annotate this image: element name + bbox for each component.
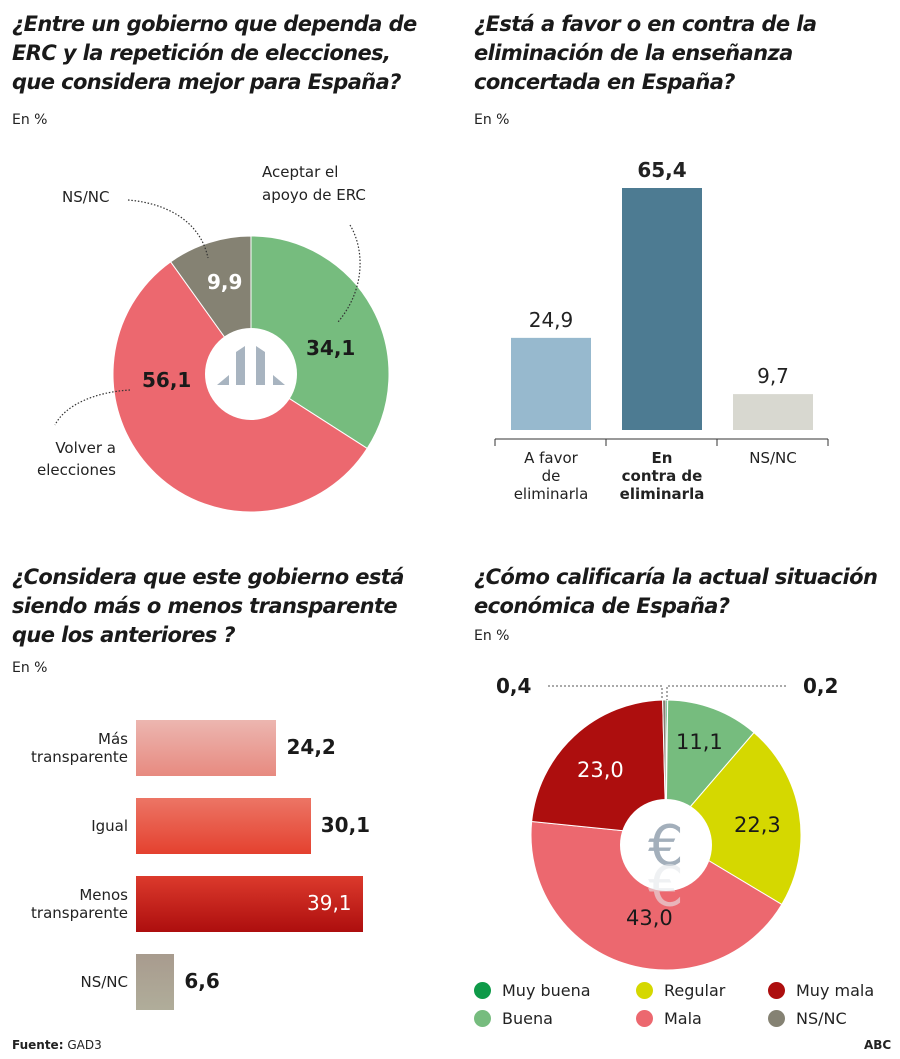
legend-item-muy-mala: Muy mala (768, 981, 874, 1000)
bar-label-line: contra de (621, 467, 703, 485)
bar-chart-bars (511, 188, 813, 430)
legend-label: Muy mala (796, 981, 875, 1000)
chart3-title: ¿Considera que este gobierno está siendo… (12, 565, 404, 647)
bar-value-a-favor: 24,9 (528, 308, 574, 332)
bar-en-contra-de-eliminarla (622, 188, 702, 430)
callout-volver-line2: elecciones (36, 461, 116, 479)
legend-swatch (636, 982, 653, 999)
legend-swatch (768, 1010, 785, 1027)
bar-a-favor-de-eliminarla (511, 337, 591, 430)
chart2-title: ¿Está a favor o en contra de la eliminac… (474, 12, 817, 94)
source-value: GAD3 (67, 1038, 102, 1052)
source-label: Fuente: (12, 1038, 64, 1052)
slice-buena (665, 699, 755, 837)
hbar-value-mas-transparente: 24,2 (286, 735, 336, 759)
legend-label: NS/NC (796, 1009, 847, 1028)
donut-chart-2 (530, 699, 802, 971)
hbar-label-igual: Igual (91, 817, 128, 835)
slice-value-nsnc: 9,9 (207, 270, 243, 294)
hbar-value-igual: 30,1 (320, 813, 371, 837)
hbar-igual (136, 798, 311, 854)
legend-item-muy-buena: Muy buena (474, 981, 591, 1000)
chart2-unit: En % (474, 112, 510, 128)
slice-value-erc: 34,1 (306, 336, 356, 360)
legend-item-ns-nc: NS/NC (768, 1009, 847, 1028)
bar-label-line: eliminarla (513, 485, 589, 503)
bar-label-line: eliminarla (619, 485, 705, 503)
hbar-menos-transparente (136, 876, 363, 932)
legend-swatch (474, 1010, 491, 1027)
legend-item-regular: Regular (636, 981, 725, 1000)
bar-value-nsnc: 9,7 (757, 364, 789, 388)
euro-icon: € € (620, 799, 712, 916)
slice-muy-mala (531, 699, 667, 836)
chart4-unit: En % (474, 628, 510, 644)
legend-label: Buena (502, 1009, 553, 1028)
bar-label-a-favor: A favor de eliminarla (496, 449, 606, 503)
callout-erc-line2: apoyo de ERC (262, 186, 366, 204)
callout-volver-line1: Volver a (55, 439, 116, 457)
callout-line-nsnc (127, 199, 209, 259)
chart3-unit: En % (12, 660, 48, 676)
bar-label-line: En (651, 449, 673, 467)
slice-value-volver: 56,1 (142, 368, 192, 392)
legend-label: Muy buena (502, 981, 591, 1000)
callout-line-muy-buena (666, 685, 786, 700)
hbar-label-menos-transparente: Menos transparente (31, 886, 128, 922)
slice-regular (665, 731, 802, 906)
slice-value-mala: 43,0 (626, 906, 673, 930)
slice-value-buena: 11,1 (676, 730, 723, 754)
bar-label-line: A favor (524, 449, 578, 467)
callout-nsnc: NS/NC (62, 188, 110, 206)
callout-line-volver (54, 389, 131, 426)
hbar-mas-transparente (136, 720, 277, 776)
bar-label-nsnc: NS/NC (718, 449, 828, 467)
bar-value-en-contra: 65,4 (637, 158, 687, 182)
callout-line-erc (337, 224, 361, 323)
callout-line-ns-nc-small (548, 685, 663, 700)
bar-label-line: NS/NC (749, 449, 797, 467)
svg-text:€: € (648, 851, 684, 916)
bar-ns-nc (733, 394, 813, 430)
bar-chart-axis (494, 438, 829, 446)
slice-value-muy-mala: 23,0 (577, 758, 624, 782)
hbar-label-mas-transparente: Más transparente (31, 730, 128, 766)
hbar-value-menos-transparente: 39,1 (307, 891, 352, 915)
svg-text:€: € (648, 814, 684, 879)
source-note: Fuente: GAD3 (12, 1038, 102, 1052)
slice-value-ns-nc-external: 0,4 (496, 674, 532, 698)
hbar-value-ns-nc: 6,6 (184, 969, 220, 993)
hbar-label-ns-nc: NS/NC (80, 973, 129, 991)
bar-label-en-contra: En contra de eliminarla (607, 449, 717, 503)
brand-label: ABC (864, 1038, 892, 1052)
legend-swatch (636, 1010, 653, 1027)
hbar-ns-nc (136, 954, 175, 1010)
slice-mala (530, 820, 783, 971)
callout-erc-line1: Aceptar el (262, 163, 339, 181)
slice-value-regular: 22,3 (734, 813, 781, 837)
chart1-unit: En % (12, 112, 48, 128)
erc-logo-icon (205, 328, 297, 420)
chart1-title: ¿Entre un gobierno que dependa de ERC y … (12, 12, 417, 94)
legend-label: Mala (664, 1009, 702, 1028)
legend-swatch (474, 982, 491, 999)
legend-label: Regular (664, 981, 726, 1000)
bar-label-line: de (541, 467, 561, 485)
chart4-title: ¿Cómo calificaría la actual situación ec… (474, 565, 878, 618)
slice-value-muy-buena-external: 0,2 (803, 674, 839, 698)
legend-item-mala: Mala (636, 1009, 702, 1028)
legend-item-buena: Buena (474, 1009, 553, 1028)
legend-swatch (768, 982, 785, 999)
